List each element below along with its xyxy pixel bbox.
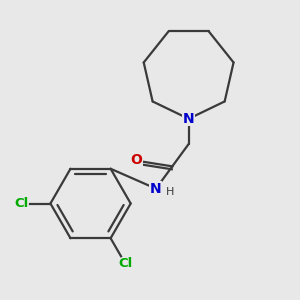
Text: Cl: Cl bbox=[14, 197, 28, 210]
Text: O: O bbox=[131, 153, 142, 167]
Text: N: N bbox=[150, 182, 162, 196]
Text: H: H bbox=[166, 187, 174, 196]
Text: N: N bbox=[183, 112, 194, 126]
Text: Cl: Cl bbox=[118, 257, 132, 270]
